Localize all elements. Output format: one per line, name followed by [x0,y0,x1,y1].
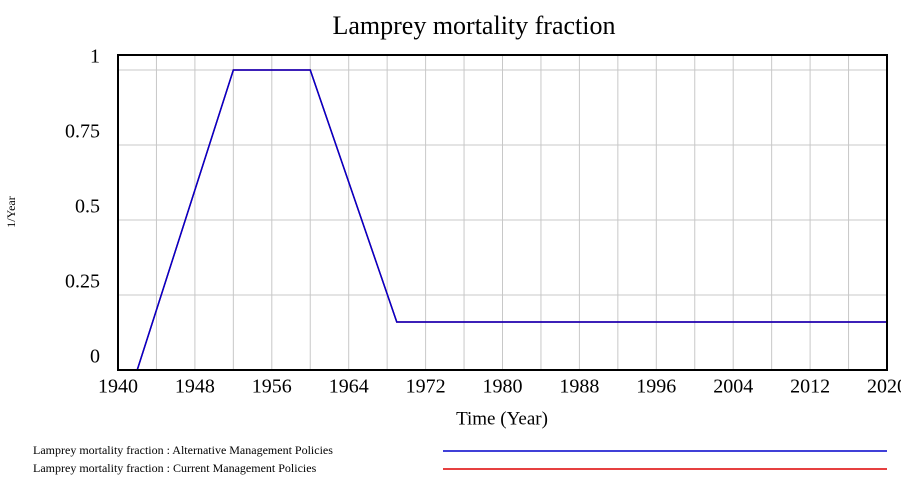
x-tick-label: 1996 [636,376,676,398]
x-tick-label: 2020 [867,376,901,398]
legend-label: Lamprey mortality fraction : Current Man… [33,461,317,475]
y-tick-label: 0.75 [65,121,100,143]
y-axis-label: 1/Year [4,196,18,227]
x-tick-label: 1988 [559,376,599,398]
x-tick-label: 1956 [252,376,292,398]
y-tick-label: 0.5 [75,196,100,218]
x-tick-label: 2004 [713,376,753,398]
y-tick-label: 0 [90,346,100,368]
y-tick-label: 0.25 [65,271,100,293]
x-tick-label: 1980 [483,376,523,398]
x-axis-label: Time (Year) [456,408,548,429]
chart-title: Lamprey mortality fraction [332,11,615,40]
x-tick-label: 1964 [329,376,369,398]
x-tick-label: 1940 [98,376,138,398]
x-tick-label: 2012 [790,376,830,398]
x-tick-label: 1948 [175,376,215,398]
x-tick-label: 1972 [406,376,446,398]
plot-frame [117,54,888,371]
legend-label: Lamprey mortality fraction : Alternative… [33,443,333,457]
y-tick-label: 1 [90,46,100,68]
